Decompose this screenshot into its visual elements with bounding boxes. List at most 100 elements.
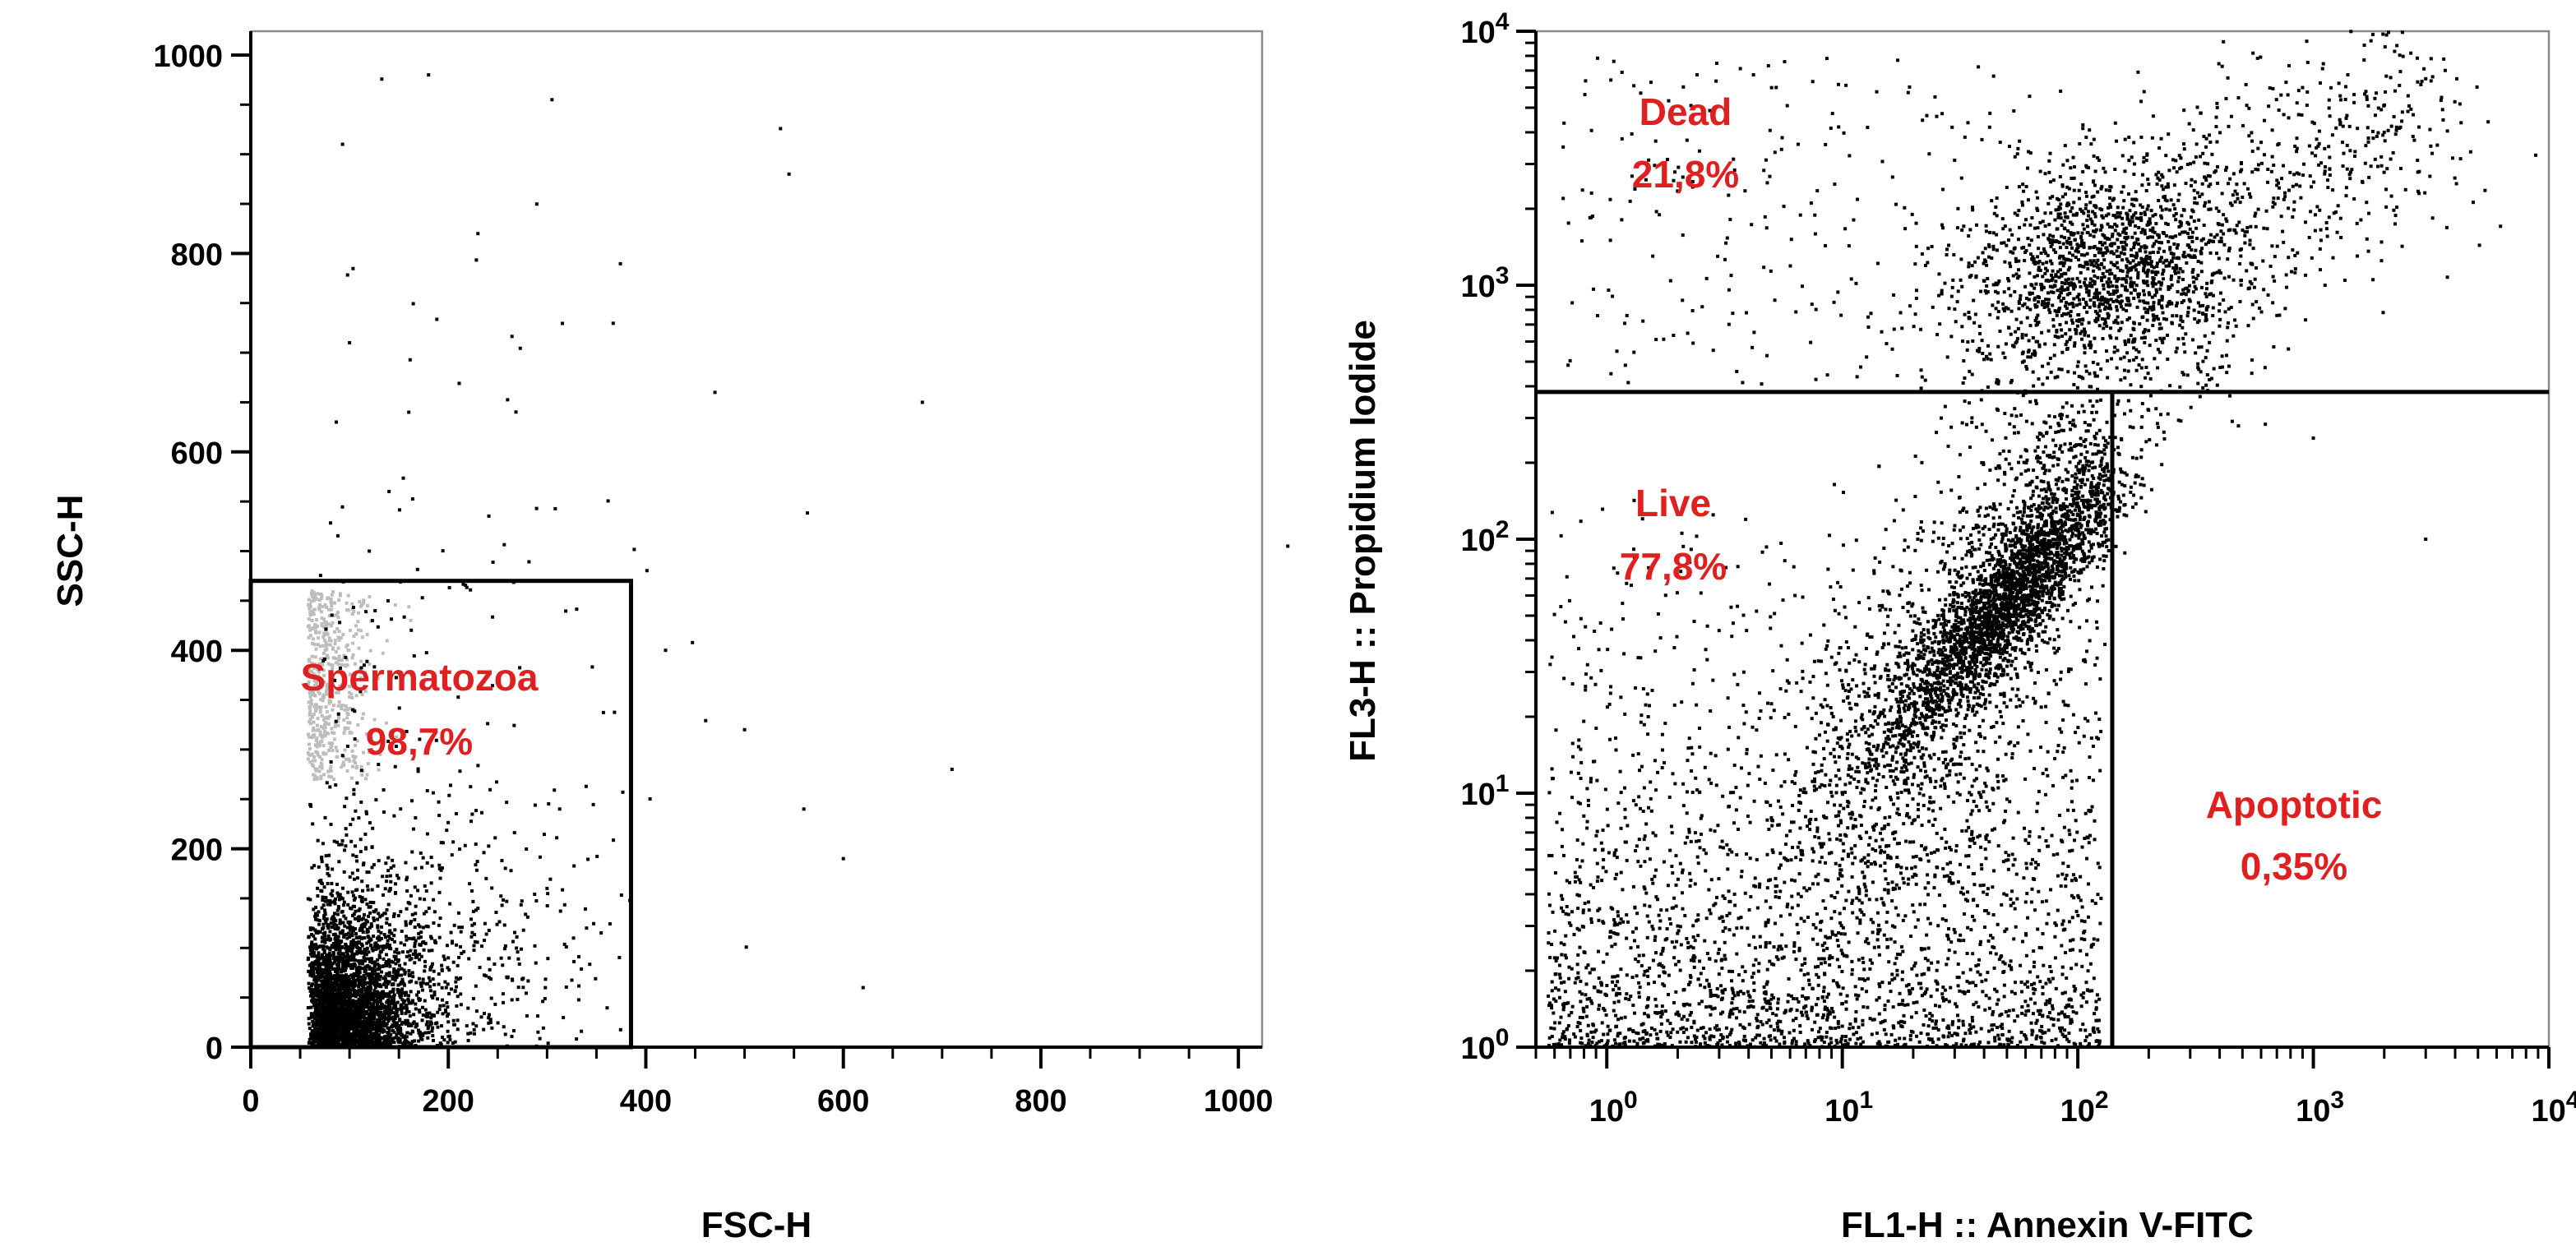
event-dot <box>433 1022 437 1026</box>
event-dot <box>337 860 341 864</box>
event-dot <box>317 962 321 966</box>
event-dot <box>437 890 442 894</box>
event-dot <box>317 969 321 973</box>
event-dot <box>408 953 412 958</box>
event-dot <box>368 821 372 825</box>
event-dot <box>354 694 358 698</box>
event-dot <box>345 601 349 605</box>
event-dot <box>396 967 400 972</box>
event-dot <box>312 1023 316 1027</box>
event-dot <box>336 715 340 719</box>
event-dot <box>339 896 343 900</box>
event-dot <box>543 996 547 1000</box>
event-dot <box>369 1008 373 1012</box>
event-dot <box>340 685 345 689</box>
event-dot <box>311 675 315 679</box>
event-dot <box>334 897 338 901</box>
event-dot <box>2099 459 2103 463</box>
event-dot <box>375 975 379 979</box>
event-dot <box>409 799 414 803</box>
event-dot <box>323 649 327 653</box>
event-dot <box>449 930 453 935</box>
event-dot <box>321 955 325 959</box>
event-dot <box>327 853 331 857</box>
event-dot <box>374 1011 378 1015</box>
event-dot <box>354 755 358 759</box>
event-dot <box>365 870 369 875</box>
event-dot <box>590 665 594 669</box>
event-dot <box>348 707 352 711</box>
event-dot <box>385 1039 389 1043</box>
event-dot <box>397 508 401 512</box>
event-dot <box>470 812 474 816</box>
event-dot <box>371 949 375 953</box>
event-dot <box>373 1036 377 1041</box>
event-dot <box>354 931 358 935</box>
event-dot <box>325 980 329 984</box>
event-dot <box>340 842 344 847</box>
event-dot <box>379 970 383 974</box>
event-dot <box>307 935 311 939</box>
event-dot <box>391 1028 395 1032</box>
event-dot <box>326 946 331 950</box>
event-dot <box>382 994 386 998</box>
event-dot <box>351 929 355 933</box>
event-dot <box>321 936 326 940</box>
event-dot <box>364 732 368 736</box>
event-dot <box>333 642 337 646</box>
event-dot <box>460 951 464 955</box>
event-dot <box>311 693 315 697</box>
event-dot <box>348 928 352 932</box>
event-dot <box>341 1013 345 1018</box>
event-dot <box>338 1022 342 1027</box>
event-dot <box>1979 661 1983 665</box>
event-dot <box>1928 650 1932 654</box>
event-dot <box>322 975 326 979</box>
event-dot <box>364 1027 368 1031</box>
event-dot <box>360 716 364 720</box>
event-dot <box>340 1018 344 1022</box>
event-dot <box>345 707 349 711</box>
event-dot <box>398 994 402 998</box>
event-dot <box>466 1032 470 1036</box>
event-dot <box>456 963 460 967</box>
event-dot <box>399 910 403 914</box>
event-dot <box>414 815 418 819</box>
event-dot <box>326 1005 331 1009</box>
event-dot <box>950 768 954 772</box>
event-dot <box>334 918 338 922</box>
event-dot <box>313 655 317 659</box>
event-dot <box>332 630 336 634</box>
event-dot <box>306 757 310 761</box>
event-dot <box>387 1036 391 1040</box>
event-dot <box>331 920 335 924</box>
event-dot <box>510 998 514 1002</box>
event-dot <box>321 659 326 663</box>
event-dot <box>472 1032 476 1036</box>
event-dot <box>2189 405 2193 409</box>
event-dot <box>390 1009 394 1013</box>
event-dot <box>365 957 369 961</box>
event-dot <box>422 948 426 952</box>
event-dot <box>323 734 327 738</box>
event-dot <box>337 1012 341 1016</box>
event-dot <box>511 1029 516 1033</box>
event-dot <box>324 721 328 725</box>
event-dot <box>463 843 467 847</box>
event-dot <box>365 1009 369 1013</box>
event-dot <box>325 710 329 714</box>
event-dot <box>326 622 331 626</box>
event-dot <box>357 1039 361 1043</box>
event-dot <box>2139 496 2144 500</box>
event-dot <box>326 1013 330 1017</box>
event-dot <box>365 941 369 945</box>
event-dot <box>449 987 453 991</box>
event-dot <box>350 926 354 930</box>
event-dot <box>335 962 339 967</box>
event-dot <box>359 978 363 982</box>
event-dot <box>331 676 335 681</box>
event-dot <box>312 728 316 732</box>
event-dot <box>389 947 393 951</box>
event-dot <box>328 898 332 902</box>
event-dot <box>429 881 433 885</box>
